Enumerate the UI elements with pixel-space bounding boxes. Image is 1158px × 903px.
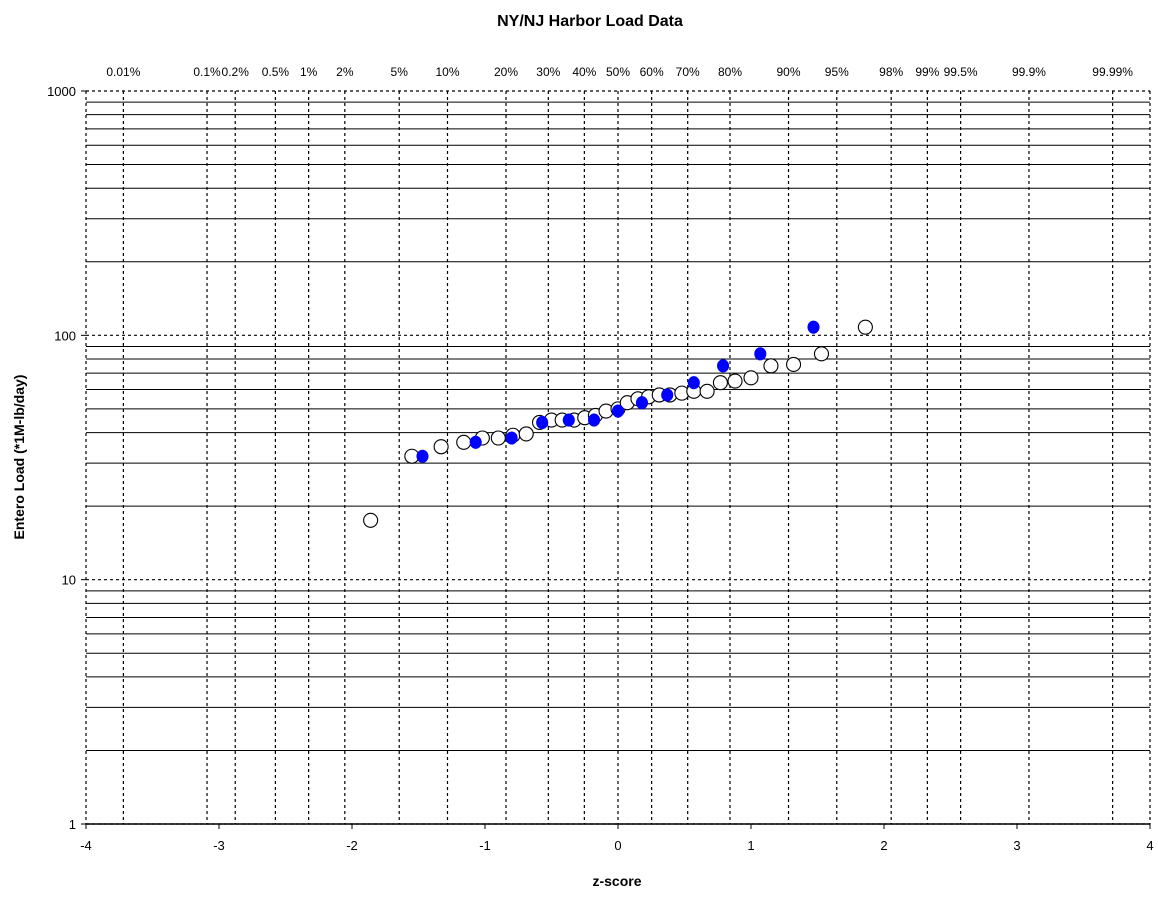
data-point-open [786,356,802,373]
data-point-open [763,358,779,374]
percentile-label: 1% [300,65,318,79]
x-tick-label: 1 [747,838,754,853]
data-point-filled [754,347,767,361]
data-point-open [699,383,715,399]
x-tick-label: -4 [80,838,92,853]
x-tick-label: -2 [346,838,358,853]
x-tick-label: 2 [880,838,887,853]
data-point-filled [611,404,625,418]
percentile-label: 98% [879,65,903,79]
percentile-label: 0.2% [222,65,250,79]
data-point-filled [807,320,820,334]
percentile-label: 70% [676,65,700,79]
chart-title: NY/NJ Harbor Load Data [497,13,683,30]
percentile-label: 10% [435,65,459,79]
data-point-filled [469,435,482,449]
x-tick-label: -3 [213,838,225,853]
y-tick-label: 1 [69,817,76,832]
percentile-label: 20% [494,65,518,79]
data-point-filled [717,359,730,373]
data-point-filled [562,413,575,427]
x-tick-label: 3 [1013,838,1020,853]
y-tick-label: 1000 [47,84,76,99]
percentile-label: 80% [718,65,742,79]
percentile-label: 0.01% [106,65,140,79]
percentile-label: 60% [640,65,664,79]
y-tick-label: 100 [54,328,76,343]
data-point-open [518,426,534,442]
x-tick-label: 0 [614,838,621,853]
data-point-open [743,370,759,386]
data-point-open [363,512,379,528]
data-point-filled [687,376,700,390]
data-point-open [813,346,830,362]
percentile-label: 2% [336,65,354,79]
percentile-label: 99.5% [944,65,978,79]
data-point-filled [536,415,549,429]
y-axis-label: Entero Load (*1M-lb/day) [11,375,27,540]
data-point-filled [661,388,674,402]
percentile-label: 95% [825,65,849,79]
percentile-label: 0.5% [262,65,290,79]
percentile-label: 99% [915,65,939,79]
data-point-filled [505,431,518,445]
y-tick-label: 10 [62,573,76,588]
percentile-label: 90% [776,65,800,79]
x-axis-label: z-score [592,873,641,889]
data-point-open [712,375,728,391]
data-point-open [727,373,743,389]
data-point-open [433,439,449,455]
percentile-label: 50% [606,65,630,79]
percentile-label: 99.9% [1012,65,1046,79]
percentile-label: 40% [572,65,596,79]
percentile-label: 30% [536,65,560,79]
data-point-open [456,434,472,450]
percentile-label: 99.99% [1092,65,1133,79]
data-point-filled [416,449,429,463]
data-point-open [490,430,506,446]
data-point-filled [588,413,601,427]
data-point-open [857,319,873,335]
percentile-label: 0.1% [193,65,221,79]
x-tick-label: -1 [479,838,491,853]
data-point-filled [635,396,648,410]
percentile-label: 5% [391,65,409,79]
x-tick-label: 4 [1146,838,1153,853]
